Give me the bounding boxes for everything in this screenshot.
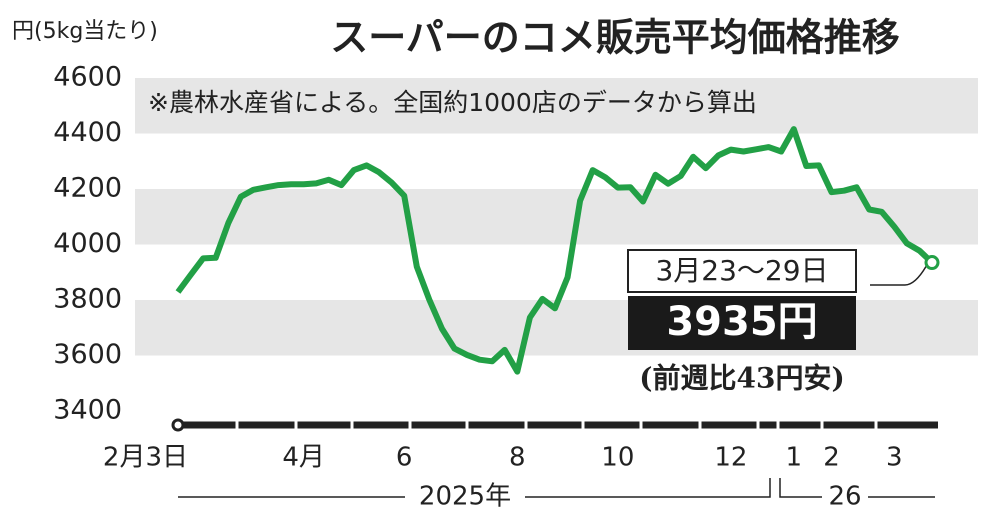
year-bracket: [178, 478, 935, 498]
chart-title: スーパーのコメ販売平均価格推移: [330, 16, 900, 60]
year-label: 26: [828, 482, 861, 512]
x-tick-label: 4月: [282, 443, 325, 473]
x-tick-label: 2月3日: [103, 443, 188, 473]
y-tick-label: 4200: [53, 173, 122, 204]
x-tick-label: 8: [509, 443, 526, 473]
callout-value-box: [628, 296, 856, 350]
x-tick-label: 3: [886, 443, 903, 473]
grid-band: [135, 78, 978, 134]
y-tick-label: 3600: [53, 339, 122, 370]
price-line: [175, 126, 935, 375]
x-tick-label: 12: [714, 443, 747, 473]
callout-period-box: [627, 249, 857, 293]
y-tick-label: 4600: [53, 62, 122, 93]
x-tick-label: 10: [601, 443, 634, 473]
y-unit: 円(5kg当たり): [12, 19, 158, 44]
callout-value: 3935円: [666, 299, 817, 345]
y-tick-label: 4000: [53, 228, 122, 259]
x-tick-label: 1: [785, 443, 802, 473]
callout-period: 3月23〜29日: [655, 254, 828, 287]
x-tick-label: 2: [823, 443, 840, 473]
year-bg: [405, 482, 525, 512]
y-tick-label: 4400: [53, 117, 122, 148]
last-point: [924, 255, 940, 271]
y-tick-label: 3400: [53, 395, 122, 426]
axis-start: [171, 418, 185, 432]
callout-change: (前週比43円安): [639, 362, 844, 395]
year-label: 2025年: [419, 482, 511, 512]
year-bg: [822, 482, 868, 512]
y-tick-label: 3800: [53, 284, 122, 315]
note: ※農林水産省による。全国約1000店のデータから算出: [148, 88, 757, 117]
grid-band: [135, 189, 978, 245]
callout-leader: [904, 266, 927, 286]
x-tick-label: 6: [396, 443, 413, 473]
